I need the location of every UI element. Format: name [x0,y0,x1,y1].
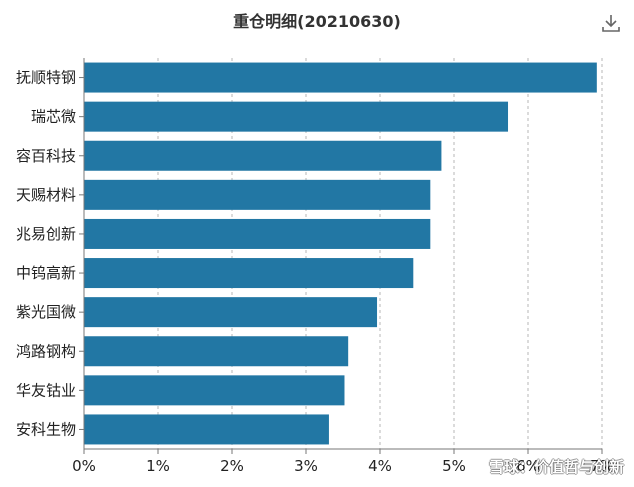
x-tick-label: 0% [72,457,96,475]
y-tick-label: 抚顺特钢 [16,69,76,87]
x-tick-label: 4% [368,457,392,475]
y-tick-label: 容百科技 [16,147,76,165]
bar[interactable] [84,297,378,328]
x-tick-label: 5% [442,457,466,475]
y-tick-label: 鸿路钢构 [16,342,76,360]
chart-title: 重仓明细(20210630) [233,12,401,31]
bar[interactable] [84,101,509,132]
y-tick-label: 安科生物 [16,420,76,438]
y-tick-label: 天赐材料 [16,186,76,204]
bar[interactable] [84,140,442,171]
y-tick-label: 紫光国微 [16,303,76,321]
x-tick-label: 6% [516,457,540,475]
y-tick-label: 兆易创新 [16,225,76,243]
bar[interactable] [84,62,597,93]
y-tick-label: 中钨高新 [16,264,76,282]
download-icon[interactable] [600,12,622,34]
x-tick-label: 1% [146,457,170,475]
x-tick-label: 2% [220,457,244,475]
watermark: 雪球：价值哲与创新 [488,458,624,476]
bar[interactable] [84,336,349,367]
y-tick-label: 瑞芯微 [31,108,76,126]
bar[interactable] [84,414,329,445]
bar[interactable] [84,218,431,249]
bar[interactable] [84,375,345,406]
bar[interactable] [84,258,414,289]
y-tick-label: 华友钴业 [16,381,76,399]
x-tick-label: 7% [590,457,614,475]
bar[interactable] [84,179,431,210]
x-tick-label: 3% [294,457,318,475]
